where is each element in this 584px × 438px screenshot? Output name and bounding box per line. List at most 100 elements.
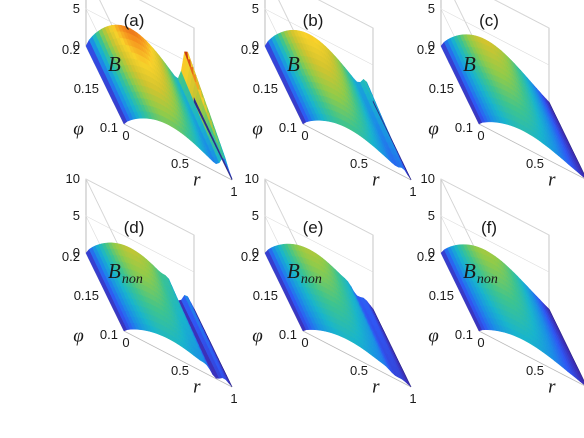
phi-axis-label: φ (428, 119, 439, 140)
r-tick-label: 0.5 (350, 156, 368, 171)
r-axis-line (302, 330, 412, 388)
z-gridline (440, 178, 550, 258)
r-tick-label: 0.5 (171, 156, 189, 171)
z-gridline (264, 178, 374, 258)
z-tick-label: 5 (252, 208, 259, 223)
phi-tick-label: 0.1 (455, 120, 473, 135)
r-tick-label: 1 (230, 391, 237, 406)
r-axis-label: r (372, 377, 380, 398)
z-gridline (85, 178, 195, 258)
phi-tick-label: 0.15 (253, 288, 278, 303)
r-tick-label: 0.5 (350, 363, 368, 378)
r-tick-label: 0 (301, 335, 308, 350)
r-axis-line (123, 330, 233, 388)
phi-axis-label: φ (73, 119, 84, 140)
quantity-subscript: non (122, 272, 143, 287)
phi-tick-label: 0.1 (100, 327, 118, 342)
z-tick-label: 0 (428, 38, 435, 53)
quantity-label: B (108, 52, 121, 76)
r-tick-label: 0 (301, 128, 308, 143)
phi-tick-label: 0.15 (429, 81, 454, 96)
z-tick-label: 0 (252, 245, 259, 260)
r-tick-label: 1 (230, 184, 237, 199)
panel-label: (b) (303, 11, 324, 30)
surface-mesh (264, 29, 412, 181)
z-tick-label: 5 (428, 208, 435, 223)
z-tick-label: 5 (252, 1, 259, 16)
phi-tick-label: 0.2 (241, 249, 259, 264)
z-tick-label: 0 (252, 38, 259, 53)
r-tick-label: 1 (409, 184, 416, 199)
r-axis-line (478, 123, 584, 179)
surface-patch (580, 171, 584, 178)
quantity-label: B (287, 52, 300, 76)
phi-tick-label: 0.2 (62, 42, 80, 57)
phi-tick-label: 0.15 (253, 81, 278, 96)
z-gridline (454, 0, 550, 51)
phi-tick-label: 0.1 (100, 120, 118, 135)
phi-axis-label: φ (73, 326, 84, 347)
surface-side (408, 381, 412, 388)
phi-tick-label: 0.2 (62, 249, 80, 264)
r-axis-line (302, 123, 412, 181)
r-axis-label: r (193, 170, 201, 191)
phi-tick-label: 0.15 (74, 288, 99, 303)
phi-tick-label: 0.2 (417, 42, 435, 57)
surface-side (581, 168, 584, 175)
phi-tick-label: 0.2 (241, 42, 259, 57)
phi-tick-label: 0.15 (429, 288, 454, 303)
z-tick-label: 5 (73, 1, 80, 16)
surface-mesh (440, 34, 584, 178)
quantity-subscript: non (477, 272, 498, 287)
r-axis-label: r (548, 377, 556, 398)
r-tick-label: 1 (409, 391, 416, 406)
surface-side (581, 375, 584, 382)
z-tick-label: 10 (66, 171, 80, 186)
phi-tick-label: 0.1 (279, 120, 297, 135)
phi-tick-label: 0.1 (455, 327, 473, 342)
r-axis-label: r (372, 170, 380, 191)
z-tick-label: 0 (73, 245, 80, 260)
r-tick-label: 0 (122, 335, 129, 350)
r-tick-label: 0.5 (171, 363, 189, 378)
phi-tick-label: 0.2 (417, 249, 435, 264)
r-axis-label: r (193, 377, 201, 398)
z-tick-label: 0 (73, 38, 80, 53)
phi-axis-label: φ (252, 326, 263, 347)
panel-label: (f) (481, 218, 497, 237)
surface-mesh (85, 242, 233, 388)
quantity-subscript: non (301, 272, 322, 287)
phi-tick-label: 0.15 (74, 81, 99, 96)
panel-label: (a) (124, 11, 145, 30)
r-tick-label: 0 (477, 335, 484, 350)
r-axis-label: r (548, 170, 556, 191)
surface-mesh (264, 243, 412, 388)
z-tick-label: 5 (73, 208, 80, 223)
r-axis-line (123, 123, 233, 181)
surface-mesh (85, 24, 233, 181)
r-tick-label: 0.5 (526, 156, 544, 171)
z-tick-label: 0 (428, 245, 435, 260)
r-tick-label: 0 (122, 128, 129, 143)
surface-mesh (440, 244, 584, 385)
z-gridline (278, 0, 374, 51)
panel-label: (e) (303, 218, 324, 237)
quantity-label: B (463, 52, 476, 76)
r-axis-line (478, 330, 584, 386)
z-tick-label: 10 (245, 171, 259, 186)
surface-patch (580, 378, 584, 385)
phi-tick-label: 0.1 (279, 327, 297, 342)
phi-axis-label: φ (428, 326, 439, 347)
r-tick-label: 0 (477, 128, 484, 143)
panel-label: (d) (124, 218, 145, 237)
surface-side (408, 173, 412, 181)
surface-side (229, 381, 233, 388)
z-tick-label: 10 (421, 171, 435, 186)
